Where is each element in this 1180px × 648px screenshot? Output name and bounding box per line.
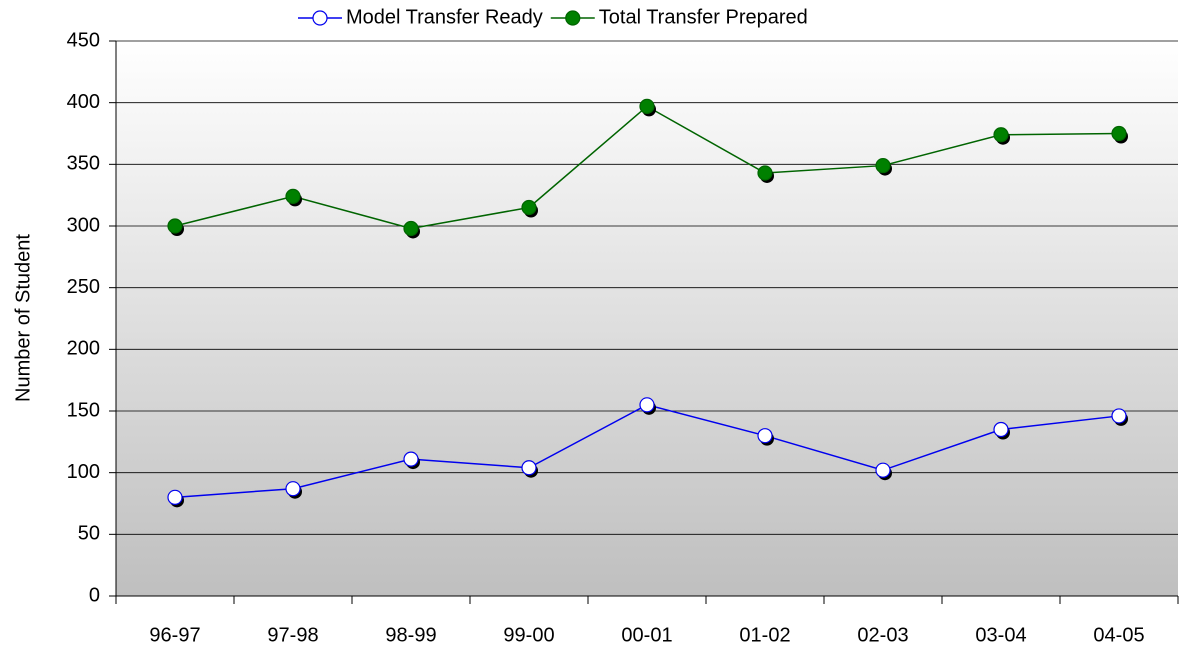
x-tick-label: 02-03 bbox=[857, 624, 908, 646]
marker bbox=[285, 188, 301, 204]
legend-marker bbox=[312, 10, 328, 26]
y-tick-label: 400 bbox=[67, 91, 100, 113]
marker bbox=[757, 165, 773, 181]
plot-area bbox=[116, 41, 1178, 596]
marker bbox=[1111, 408, 1127, 424]
marker bbox=[1111, 125, 1127, 142]
x-tick-label: 01-02 bbox=[739, 624, 790, 646]
y-tick-label: 100 bbox=[67, 461, 100, 483]
y-tick-label: 50 bbox=[78, 523, 100, 545]
marker bbox=[993, 127, 1009, 143]
marker bbox=[521, 199, 537, 216]
y-tick-label: 300 bbox=[67, 214, 100, 236]
y-axis-label: Number of Student bbox=[12, 234, 34, 402]
marker bbox=[285, 481, 301, 497]
legend-label: Total Transfer Prepared bbox=[599, 6, 808, 28]
marker bbox=[167, 489, 183, 505]
y-tick-label: 350 bbox=[67, 153, 100, 175]
marker bbox=[521, 460, 537, 476]
x-tick-label: 03-04 bbox=[975, 624, 1026, 646]
x-tick-label: 04-05 bbox=[1093, 624, 1144, 646]
marker bbox=[875, 462, 891, 478]
y-tick-label: 0 bbox=[89, 584, 100, 606]
x-tick-label: 00-01 bbox=[621, 624, 672, 646]
marker bbox=[993, 421, 1009, 438]
legend-marker bbox=[565, 10, 581, 26]
marker bbox=[757, 428, 773, 444]
y-tick-label: 150 bbox=[67, 399, 100, 421]
marker bbox=[875, 157, 891, 174]
y-tick-label: 200 bbox=[67, 338, 100, 360]
x-tick-label: 96-97 bbox=[149, 624, 200, 646]
x-tick-label: 99-00 bbox=[503, 624, 554, 646]
marker bbox=[639, 397, 655, 413]
y-tick-label: 450 bbox=[67, 29, 100, 51]
marker bbox=[403, 451, 419, 467]
legend-label: Model Transfer Ready bbox=[346, 6, 543, 28]
x-tick-label: 98-99 bbox=[385, 624, 436, 646]
x-tick-label: 97-98 bbox=[267, 624, 318, 646]
marker bbox=[167, 218, 183, 234]
marker bbox=[403, 220, 419, 237]
y-tick-label: 250 bbox=[67, 276, 100, 298]
marker bbox=[639, 98, 655, 114]
